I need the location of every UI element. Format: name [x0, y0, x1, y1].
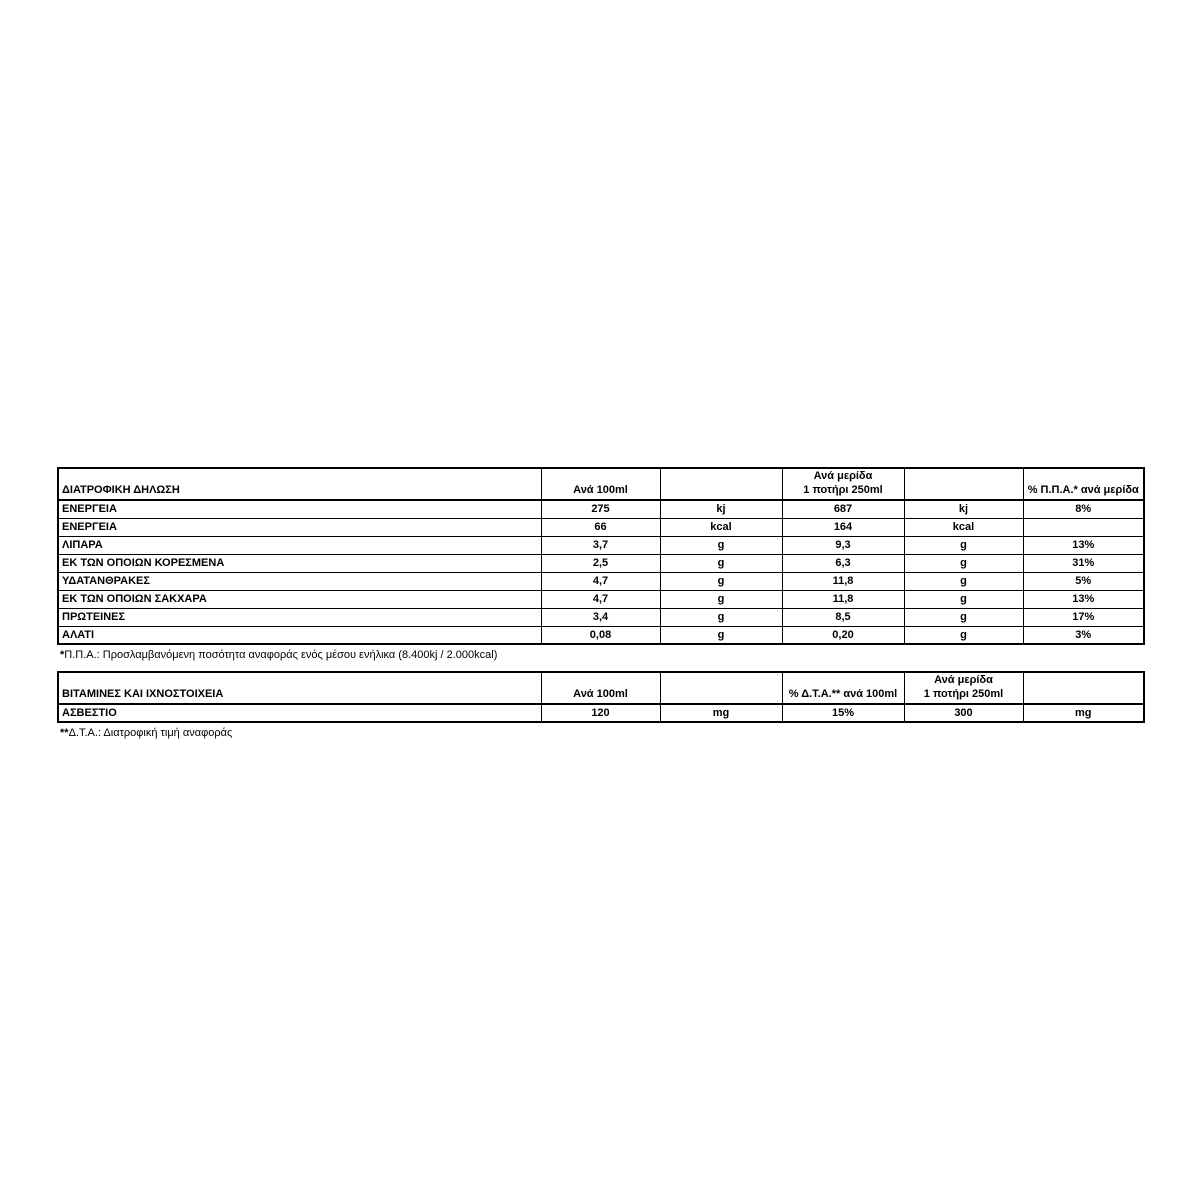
footnote-reference-intake: *Π.Π.Α.: Προσλαμβανόμενη ποσότητα αναφορ…	[60, 649, 1143, 662]
footnote-marker: *	[60, 649, 65, 661]
value-per-serving: 11,8	[781, 589, 905, 609]
nutrient-label: ΕΚ ΤΩΝ ΟΠΟΙΩΝ ΚΟΡΕΣΜΕΝΑ	[57, 553, 542, 573]
pct-ri-header: % Π.Π.Α.* ανά μερίδα	[1022, 467, 1145, 501]
per-serving-header-line2: 1 ποτήρι 250ml	[803, 484, 883, 496]
value-per-serving: 6,3	[781, 553, 905, 573]
pct-ri-value: 8%	[1022, 499, 1145, 519]
unit-serving-header-empty	[903, 467, 1024, 501]
unit-per-100ml: g	[659, 589, 783, 609]
value-per-100ml: 66	[540, 517, 661, 537]
value-per-100ml: 3,7	[540, 535, 661, 555]
footnote-nrv: **Δ.Τ.Α.: Διατροφική τιμή αναφοράς	[60, 727, 1143, 740]
footnote-marker: **	[60, 727, 69, 739]
pct-nrv-header: % Δ.Τ.Α.** ανά 100ml	[781, 671, 905, 705]
unit-serving-header-empty	[1022, 671, 1145, 705]
value-per-serving: 8,5	[781, 607, 905, 627]
unit-100ml-header-empty	[659, 467, 783, 501]
value-per-serving: 11,8	[781, 571, 905, 591]
value-per-100ml: 4,7	[540, 571, 661, 591]
nutrition-declaration-table: ΔΙΑΤΡΟΦΙΚΗ ΔΗΛΩΣΗ Ανά 100ml Ανά μερίδα 1…	[57, 467, 1145, 645]
value-per-serving: 687	[781, 499, 905, 519]
unit-per-100ml: kj	[659, 499, 783, 519]
nutrition-label-sheet: ΔΙΑΤΡΟΦΙΚΗ ΔΗΛΩΣΗ Ανά 100ml Ανά μερίδα 1…	[57, 467, 1145, 740]
nutrient-label: ΕΝΕΡΓΕΙΑ	[57, 517, 542, 537]
value-per-100ml: 2,5	[540, 553, 661, 573]
vitamins-table-header-row: ΒΙΤΑΜΙΝΕΣ ΚΑΙ ΙΧΝΟΣΤΟΙΧΕΙΑ Ανά 100ml % Δ…	[57, 671, 1145, 705]
nutrient-label: ΑΛΑΤΙ	[57, 625, 542, 645]
per-serving-header-line1: Ανά μερίδα	[813, 470, 873, 482]
per-serving-header-line2: 1 ποτήρι 250ml	[923, 688, 1004, 700]
unit-per-serving: kj	[903, 499, 1024, 519]
value-per-serving: 164	[781, 517, 905, 537]
per-100ml-header: Ανά 100ml	[540, 671, 661, 705]
unit-per-100ml: mg	[659, 703, 783, 723]
pct-ri-value: 13%	[1022, 535, 1145, 555]
nutrient-label: ΑΣΒΕΣΤΙΟ	[57, 703, 542, 723]
footnote-text: Δ.Τ.Α.: Διατροφική τιμή αναφοράς	[68, 727, 233, 739]
unit-per-serving: g	[903, 571, 1024, 591]
unit-per-serving: g	[903, 607, 1024, 627]
value-per-serving: 0,20	[781, 625, 905, 645]
nutrition-table-header-row: ΔΙΑΤΡΟΦΙΚΗ ΔΗΛΩΣΗ Ανά 100ml Ανά μερίδα 1…	[57, 467, 1145, 501]
nutrient-label: ΕΚ ΤΩΝ ΟΠΟΙΩΝ ΣΑΚΧΑΡΑ	[57, 589, 542, 609]
value-per-100ml: 0,08	[540, 625, 661, 645]
per-serving-header: Ανά μερίδα 1 ποτήρι 250ml	[781, 467, 905, 501]
value-per-100ml: 120	[540, 703, 661, 723]
pct-ri-value: 5%	[1022, 571, 1145, 591]
unit-per-100ml: kcal	[659, 517, 783, 537]
unit-100ml-header-empty	[659, 671, 783, 705]
table-row-calcium: ΑΣΒΕΣΤΙΟ 120 mg 15% 300 mg	[57, 703, 1145, 723]
table-row-sugars: ΕΚ ΤΩΝ ΟΠΟΙΩΝ ΣΑΚΧΑΡΑ 4,7 g 11,8 g 13%	[57, 589, 1145, 609]
value-per-100ml: 4,7	[540, 589, 661, 609]
vitamins-table-title: ΒΙΤΑΜΙΝΕΣ ΚΑΙ ΙΧΝΟΣΤΟΙΧΕΙΑ	[57, 671, 542, 705]
unit-per-100ml: g	[659, 625, 783, 645]
value-per-100ml: 3,4	[540, 607, 661, 627]
per-100ml-header: Ανά 100ml	[540, 467, 661, 501]
nutrition-table-title: ΔΙΑΤΡΟΦΙΚΗ ΔΗΛΩΣΗ	[57, 467, 542, 501]
value-per-serving: 9,3	[781, 535, 905, 555]
value-per-100ml: 275	[540, 499, 661, 519]
unit-per-serving: g	[903, 589, 1024, 609]
unit-per-serving: g	[903, 553, 1024, 573]
footnote-text: Π.Π.Α.: Προσλαμβανόμενη ποσότητα αναφορά…	[64, 649, 498, 661]
nutrient-label: ΛΙΠΑΡΑ	[57, 535, 542, 555]
table-row-fat: ΛΙΠΑΡΑ 3,7 g 9,3 g 13%	[57, 535, 1145, 555]
table-row-energy-kcal: ΕΝΕΡΓΕΙΑ 66 kcal 164 kcal	[57, 517, 1145, 537]
pct-ri-value: 31%	[1022, 553, 1145, 573]
pct-nrv-value: 15%	[781, 703, 905, 723]
table-row-saturates: ΕΚ ΤΩΝ ΟΠΟΙΩΝ ΚΟΡΕΣΜΕΝΑ 2,5 g 6,3 g 31%	[57, 553, 1145, 573]
per-serving-header: Ανά μερίδα 1 ποτήρι 250ml	[903, 671, 1024, 705]
value-per-serving: 300	[903, 703, 1024, 723]
nutrient-label: ΕΝΕΡΓΕΙΑ	[57, 499, 542, 519]
unit-per-serving: g	[903, 625, 1024, 645]
unit-per-100ml: g	[659, 607, 783, 627]
nutrient-label: ΥΔΑΤΑΝΘΡΑΚΕΣ	[57, 571, 542, 591]
pct-ri-value	[1022, 517, 1145, 537]
table-row-protein: ΠΡΩΤΕΙΝΕΣ 3,4 g 8,5 g 17%	[57, 607, 1145, 627]
pct-ri-value: 13%	[1022, 589, 1145, 609]
pct-ri-value: 3%	[1022, 625, 1145, 645]
unit-per-100ml: g	[659, 571, 783, 591]
table-row-energy-kj: ΕΝΕΡΓΕΙΑ 275 kj 687 kj 8%	[57, 499, 1145, 519]
unit-per-100ml: g	[659, 535, 783, 555]
unit-per-serving: mg	[1022, 703, 1145, 723]
nutrient-label: ΠΡΩΤΕΙΝΕΣ	[57, 607, 542, 627]
table-row-carbohydrate: ΥΔΑΤΑΝΘΡΑΚΕΣ 4,7 g 11,8 g 5%	[57, 571, 1145, 591]
vitamins-table: ΒΙΤΑΜΙΝΕΣ ΚΑΙ ΙΧΝΟΣΤΟΙΧΕΙΑ Ανά 100ml % Δ…	[57, 671, 1145, 723]
unit-per-serving: kcal	[903, 517, 1024, 537]
table-row-salt: ΑΛΑΤΙ 0,08 g 0,20 g 3%	[57, 625, 1145, 645]
unit-per-100ml: g	[659, 553, 783, 573]
unit-per-serving: g	[903, 535, 1024, 555]
pct-ri-value: 17%	[1022, 607, 1145, 627]
per-serving-header-line1: Ανά μερίδα	[934, 674, 993, 686]
